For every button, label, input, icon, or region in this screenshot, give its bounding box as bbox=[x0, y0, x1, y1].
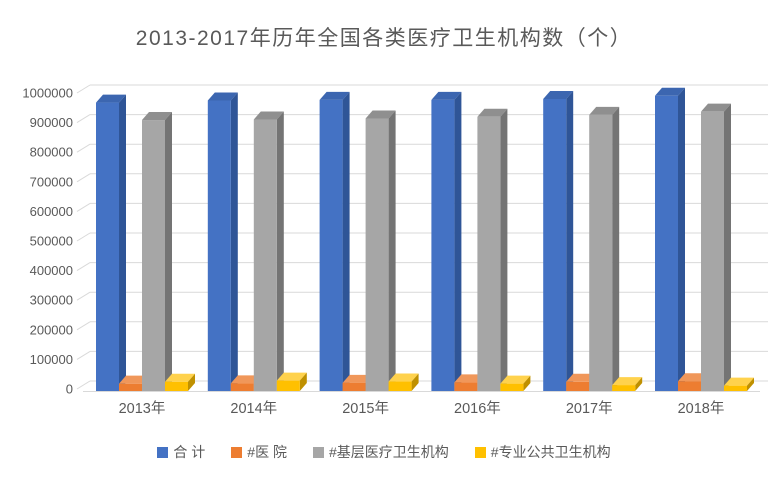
bar-合 计-2014年 bbox=[207, 92, 238, 391]
legend-item-public-health: #专业公共卫生机构 bbox=[474, 442, 611, 462]
bar-#基层医疗卫生机构-2017年 bbox=[589, 106, 620, 392]
legend-item-total: 合 计 bbox=[157, 442, 205, 462]
x-tick-label: 2015年 bbox=[342, 400, 389, 417]
x-tick-label: 2018年 bbox=[678, 400, 725, 417]
legend-item-hospitals: #医 院 bbox=[231, 442, 287, 462]
bar-合 计-2018年 bbox=[655, 87, 685, 392]
bar-group-2017年 bbox=[543, 90, 643, 392]
y-tick-label: 700000 bbox=[30, 174, 73, 189]
legend-label-total: 合 计 bbox=[173, 444, 206, 460]
y-tick-label: 900000 bbox=[30, 115, 73, 130]
bar-#专业公共卫生机构-2018年 bbox=[724, 377, 754, 391]
y-tick-label: 400000 bbox=[30, 263, 73, 278]
bar-#基层医疗卫生机构-2015年 bbox=[365, 110, 396, 391]
bar-#专业公共卫生机构-2017年 bbox=[612, 377, 643, 391]
bar-合 计-2015年 bbox=[319, 91, 350, 392]
total-swatch-icon bbox=[157, 446, 169, 458]
legend-item-primary-care: #基层医疗卫生机构 bbox=[312, 442, 449, 462]
y-tick-label: 300000 bbox=[30, 293, 73, 308]
y-tick-label: 0 bbox=[66, 382, 73, 397]
bar-group-2014年 bbox=[207, 92, 307, 391]
legend-label-public-health: #专业公共卫生机构 bbox=[490, 444, 611, 460]
bar-group-2016年 bbox=[431, 91, 531, 391]
chart-title: 2013-2017年历年全国各类医疗卫生机构数（个） bbox=[135, 27, 633, 50]
bar-#专业公共卫生机构-2015年 bbox=[388, 373, 419, 391]
y-tick-label: 800000 bbox=[30, 145, 73, 160]
bar-#基层医疗卫生机构-2013年 bbox=[142, 112, 172, 391]
x-tick-label: 2016年 bbox=[454, 400, 501, 417]
bar-合 计-2017年 bbox=[543, 90, 574, 391]
legend-label-primary-care: #基层医疗卫生机构 bbox=[328, 444, 449, 460]
x-tick-label: 2017年 bbox=[566, 400, 613, 417]
bar-#专业公共卫生机构-2016年 bbox=[500, 375, 531, 391]
bar-#专业公共卫生机构-2013年 bbox=[165, 373, 195, 391]
chart-legend: 合 计 #医 院 #基层医疗卫生机构 #专业公共卫生机构 bbox=[0, 442, 768, 462]
legend-label-hospitals: #医 院 bbox=[247, 444, 287, 460]
bar-group-2018年 bbox=[655, 87, 754, 392]
bar-group-2013年 bbox=[96, 94, 195, 392]
y-axis-labels: 1000000900000800000700000600000500000400… bbox=[22, 86, 73, 397]
x-tick-label: 2013年 bbox=[119, 400, 166, 417]
bar-#基层医疗卫生机构-2018年 bbox=[701, 103, 731, 391]
bar-合 计-2016年 bbox=[431, 91, 462, 391]
y-tick-label: 1000000 bbox=[22, 86, 73, 101]
y-tick-label: 100000 bbox=[30, 352, 73, 367]
bar-#专业公共卫生机构-2014年 bbox=[276, 372, 307, 391]
x-axis-labels: 2013年 2014年 2015年 2016年 2017年 2018年 bbox=[119, 400, 725, 417]
bar-#基层医疗卫生机构-2016年 bbox=[477, 108, 508, 391]
bar-合 计-2013年 bbox=[96, 94, 126, 392]
y-tick-label: 500000 bbox=[30, 234, 73, 249]
y-tick-label: 600000 bbox=[30, 204, 73, 219]
bar-group-2015年 bbox=[319, 91, 419, 392]
y-tick-label: 200000 bbox=[30, 322, 73, 337]
public-health-swatch-icon bbox=[474, 446, 486, 458]
x-tick-label: 2014年 bbox=[230, 400, 277, 417]
bar-#基层医疗卫生机构-2014年 bbox=[253, 111, 284, 391]
primary-care-swatch-icon bbox=[312, 446, 324, 458]
hospitals-swatch-icon bbox=[231, 446, 243, 458]
